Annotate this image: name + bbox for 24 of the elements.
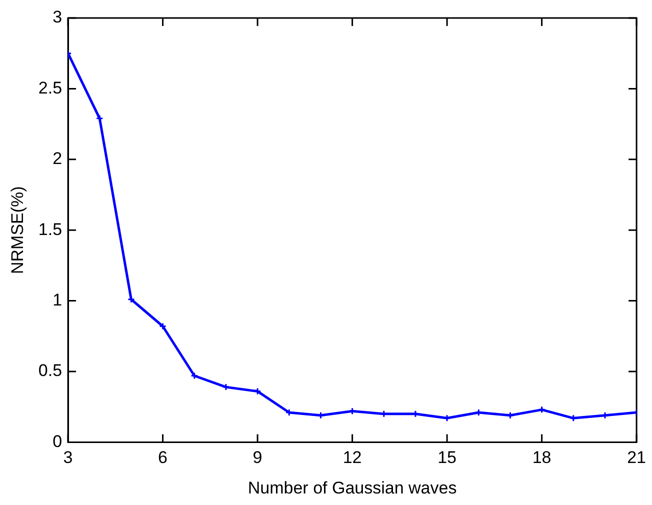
y-tick-label: 0	[52, 432, 62, 451]
x-tick-label: 21	[627, 448, 646, 468]
point	[538, 406, 546, 414]
x-axis-title: Number of Gaussian waves	[248, 478, 457, 498]
x-tick-label: 18	[532, 448, 552, 468]
y-tick-label: 1	[52, 290, 62, 310]
point	[190, 372, 198, 380]
x-tick-label: 12	[342, 448, 362, 468]
x-tick-label: 15	[438, 448, 456, 468]
point	[506, 412, 514, 420]
y-tick-label: 2.5	[38, 78, 62, 98]
y-tick-label: 3	[52, 8, 62, 27]
point	[127, 296, 135, 304]
y-axis-title: NRMSE(%)	[8, 186, 27, 274]
point	[348, 407, 356, 415]
y-tick-label: 2	[52, 149, 62, 168]
point	[316, 412, 324, 420]
x-tick-label: 9	[252, 448, 262, 468]
y-tick-label: 0.5	[38, 361, 62, 380]
x-tick-label: 6	[158, 448, 168, 468]
y-tick-label: 1.5	[38, 220, 62, 239]
point	[222, 383, 230, 391]
point	[159, 322, 167, 330]
point	[96, 114, 104, 122]
